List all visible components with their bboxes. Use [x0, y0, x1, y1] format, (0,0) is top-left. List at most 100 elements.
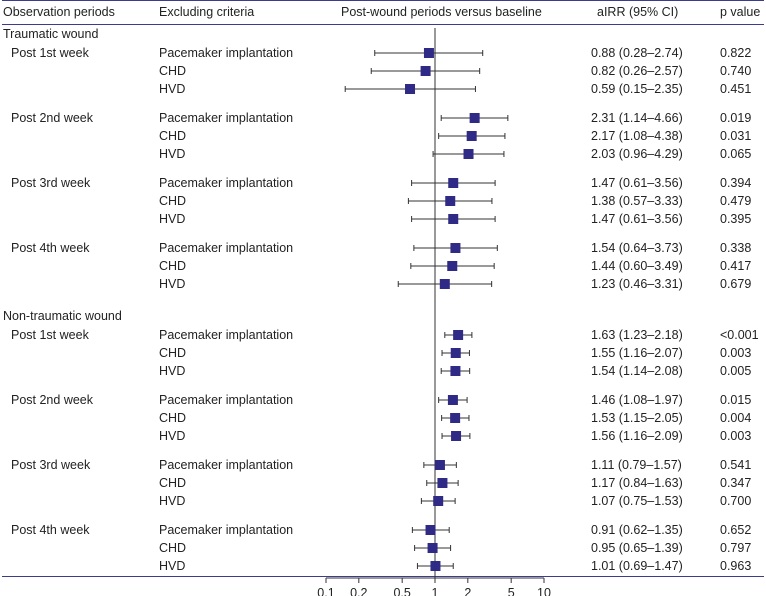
- estimate-marker: [445, 196, 456, 206]
- estimate-marker: [447, 395, 458, 405]
- ci-text: 1.11 (0.79–1.57): [591, 458, 682, 472]
- x-tick-label: 1: [432, 586, 439, 596]
- criteria-label: CHD: [159, 259, 187, 273]
- ci-text: 0.82 (0.26–2.57): [591, 64, 683, 78]
- criteria-label: HVD: [159, 147, 186, 161]
- criteria-label: HVD: [159, 82, 186, 96]
- criteria-label: Pacemaker implantation: [159, 393, 294, 407]
- estimate-marker: [439, 279, 450, 289]
- p-value-text: 0.395: [720, 212, 752, 226]
- estimate-marker: [450, 348, 461, 358]
- estimate-marker: [448, 214, 459, 224]
- header-airr-ci: aIRR (95% CI): [597, 5, 679, 19]
- period-label: Post 3rd week: [11, 458, 91, 472]
- p-value-text: 0.394: [720, 176, 752, 190]
- header-excluding-criteria: Excluding criteria: [159, 5, 255, 19]
- header-post-wound-periods: Post-wound periods versus baseline: [341, 5, 542, 19]
- p-value-text: 0.652: [720, 523, 752, 537]
- estimate-marker: [405, 84, 416, 94]
- x-tick-label: 5: [508, 586, 515, 596]
- criteria-label: HVD: [159, 494, 186, 508]
- estimate-marker: [466, 131, 477, 141]
- ci-text: 0.91 (0.62–1.35): [591, 523, 683, 537]
- ci-text: 1.01 (0.69–1.47): [591, 559, 683, 573]
- ci-text: 1.46 (1.08–1.97): [591, 393, 683, 407]
- estimate-marker: [433, 496, 444, 506]
- ci-text: 1.38 (0.57–3.33): [591, 194, 683, 208]
- p-value-text: 0.005: [720, 364, 752, 378]
- group-label: Non-traumatic wound: [3, 309, 122, 323]
- criteria-label: Pacemaker implantation: [159, 241, 294, 255]
- ci-text: 0.59 (0.15–2.35): [591, 82, 683, 96]
- ci-text: 1.53 (1.15–2.05): [591, 411, 683, 425]
- header-rule: [2, 24, 764, 25]
- criteria-label: Pacemaker implantation: [159, 111, 294, 125]
- top-rule: [2, 0, 764, 1]
- x-tick-label: 0.1: [317, 586, 334, 596]
- ci-text: 2.03 (0.96–4.29): [591, 147, 683, 161]
- criteria-label: CHD: [159, 194, 187, 208]
- ci-text: 1.56 (1.16–2.09): [591, 429, 683, 443]
- header-p-value: p value: [720, 5, 761, 19]
- criteria-label: Pacemaker implantation: [159, 523, 294, 537]
- estimate-marker: [427, 543, 438, 553]
- estimate-marker: [450, 366, 461, 376]
- x-tick-label: 10: [537, 586, 551, 596]
- p-value-text: 0.347: [720, 476, 752, 490]
- estimate-marker: [453, 330, 464, 340]
- p-value-text: 0.541: [720, 458, 752, 472]
- criteria-label: CHD: [159, 541, 187, 555]
- ci-text: 1.47 (0.61–3.56): [591, 176, 683, 190]
- criteria-label: CHD: [159, 411, 187, 425]
- criteria-label: HVD: [159, 429, 186, 443]
- bottom-rule: [2, 576, 764, 577]
- estimate-marker: [430, 561, 441, 571]
- criteria-label: CHD: [159, 129, 187, 143]
- p-value-text: 0.451: [720, 82, 752, 96]
- p-value-text: 0.065: [720, 147, 752, 161]
- p-value-text: 0.963: [720, 559, 752, 573]
- x-tick-label: 0.2: [350, 586, 367, 596]
- period-label: Post 4th week: [11, 241, 90, 255]
- p-value-text: 0.700: [720, 494, 752, 508]
- criteria-label: Pacemaker implantation: [159, 46, 294, 60]
- ci-text: 2.17 (1.08–4.38): [591, 129, 683, 143]
- criteria-label: Pacemaker implantation: [159, 458, 294, 472]
- p-value-text: 0.417: [720, 259, 752, 273]
- estimate-marker: [437, 478, 448, 488]
- ci-text: 1.54 (0.64–3.73): [591, 241, 683, 255]
- p-value-text: 0.031: [720, 129, 752, 143]
- criteria-label: Pacemaker implantation: [159, 176, 294, 190]
- p-value-text: 0.338: [720, 241, 752, 255]
- group-label: Traumatic wound: [3, 27, 99, 41]
- period-label: Post 1st week: [11, 46, 89, 60]
- p-value-text: 0.479: [720, 194, 752, 208]
- header-observation-periods: Observation periods: [3, 5, 115, 19]
- ci-text: 1.63 (1.23–2.18): [591, 328, 683, 342]
- period-label: Post 4th week: [11, 523, 90, 537]
- p-value-text: 0.797: [720, 541, 752, 555]
- estimate-marker: [448, 178, 459, 188]
- estimate-marker: [469, 113, 480, 123]
- ci-text: 1.47 (0.61–3.56): [591, 212, 683, 226]
- p-value-text: 0.019: [720, 111, 752, 125]
- criteria-label: CHD: [159, 64, 187, 78]
- p-value-text: 0.003: [720, 429, 752, 443]
- criteria-label: HVD: [159, 559, 186, 573]
- ci-text: 0.95 (0.65–1.39): [591, 541, 683, 555]
- criteria-label: HVD: [159, 277, 186, 291]
- x-tick-label: 2: [464, 586, 471, 596]
- p-value-text: 0.004: [720, 411, 752, 425]
- estimate-marker: [423, 48, 434, 58]
- period-label: Post 2nd week: [11, 393, 93, 407]
- period-label: Post 1st week: [11, 328, 89, 342]
- estimate-marker: [434, 460, 445, 470]
- criteria-label: CHD: [159, 346, 187, 360]
- criteria-label: Pacemaker implantation: [159, 328, 294, 342]
- p-value-text: 0.015: [720, 393, 752, 407]
- x-tick-label: 0.5: [393, 586, 410, 596]
- ci-text: 1.07 (0.75–1.53): [591, 494, 683, 508]
- criteria-label: HVD: [159, 364, 186, 378]
- criteria-label: CHD: [159, 476, 187, 490]
